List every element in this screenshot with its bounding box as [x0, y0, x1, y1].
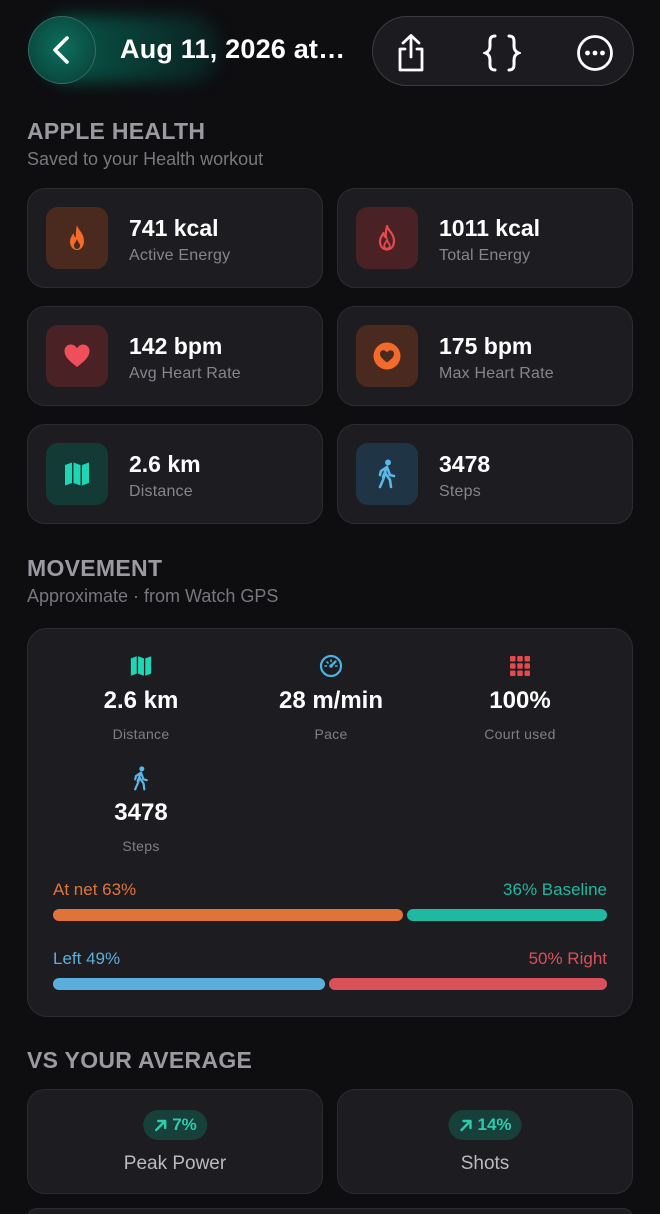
total-energy-icon-box: [356, 207, 418, 269]
movement-subtitle: Approximate · from Watch GPS: [27, 586, 279, 606]
right-side-label: 50% Right: [528, 949, 607, 968]
movement-distance-label: Distance: [112, 726, 170, 742]
baseline-label: 36% Baseline: [503, 880, 607, 899]
action-pill: [372, 16, 634, 86]
max-heart-rate-card: 175 bpm Max Heart Rate: [337, 306, 633, 406]
braces-icon: [483, 34, 521, 72]
movement-title: MOVEMENT: [27, 555, 163, 581]
speedometer-icon: [319, 654, 343, 678]
movement-steps-stat: 3478 Steps: [46, 765, 236, 854]
back-button[interactable]: [28, 16, 96, 84]
distance-label: Distance: [129, 483, 193, 500]
more-button[interactable]: [573, 31, 617, 75]
active-energy-icon-box: [46, 207, 108, 269]
active-energy-value: 741 kcal: [129, 215, 219, 241]
map-icon: [65, 462, 89, 486]
movement-steps-value: 3478: [114, 799, 168, 826]
arrow-up-right-icon: [460, 1119, 472, 1131]
more-icon: [577, 35, 613, 71]
at-net-label: At net 63%: [53, 880, 137, 899]
heart-icon: [64, 344, 90, 367]
avg-heart-rate-icon-box: [46, 325, 108, 387]
shots-delta-badge: 14%: [448, 1110, 522, 1140]
active-energy-label: Active Energy: [129, 247, 231, 264]
vs-average-title: VS YOUR AVERAGE: [27, 1047, 253, 1073]
total-energy-value: 1011 kcal: [439, 215, 541, 241]
steps-value: 3478: [439, 451, 491, 477]
distance-card: 2.6 km Distance: [27, 424, 323, 524]
movement-court-stat: 100% Court used: [425, 653, 615, 742]
steps-card: 3478 Steps: [337, 424, 633, 524]
next-card-peek: [27, 1208, 633, 1214]
baseline-bar: [407, 909, 607, 921]
max-heart-rate-label: Max Heart Rate: [439, 365, 554, 382]
shots-card: 14% Shots: [337, 1089, 633, 1194]
top-bar: Aug 11, 2026 at…: [0, 0, 660, 100]
total-energy-card: 1011 kcal Total Energy: [337, 188, 633, 288]
total-energy-label: Total Energy: [439, 247, 531, 264]
at-net-bar: [53, 909, 403, 921]
arrow-up-right-icon: [155, 1119, 167, 1131]
steps-label: Steps: [439, 483, 481, 500]
movement-pace-value: 28 m/min: [278, 687, 384, 714]
movement-pace-label: Pace: [314, 726, 348, 742]
avg-heart-rate-label: Avg Heart Rate: [129, 365, 241, 382]
movement-court-label: Court used: [484, 726, 556, 742]
peak-power-label: Peak Power: [123, 1153, 227, 1174]
movement-distance-stat: 2.6 km Distance: [46, 653, 236, 742]
avg-heart-rate-card: 142 bpm Avg Heart Rate: [27, 306, 323, 406]
shots-label: Shots: [460, 1153, 510, 1174]
right-side-bar: [329, 978, 607, 990]
apple-health-title: APPLE HEALTH: [27, 118, 206, 144]
movement-pace-stat: 28 m/min Pace: [236, 653, 426, 742]
distance-value: 2.6 km: [129, 451, 201, 477]
peak-power-delta: 7%: [172, 1115, 197, 1134]
flame-icon: [70, 225, 84, 250]
heart-circle-icon: [373, 342, 401, 370]
movement-panel: 2.6 km Distance 28 m/min Pace: [27, 628, 633, 1017]
movement-distance-value: 2.6 km: [103, 687, 179, 714]
left-side-bar: [53, 978, 326, 990]
grid-icon: [510, 656, 530, 676]
peak-power-card: 7% Peak Power: [27, 1089, 323, 1194]
shots-delta: 14%: [477, 1115, 512, 1134]
movement-steps-label: Steps: [122, 838, 160, 854]
max-heart-rate-value: 175 bpm: [439, 333, 533, 359]
steps-icon-box: [356, 443, 418, 505]
json-button[interactable]: [480, 31, 524, 75]
share-icon: [398, 34, 424, 72]
chevron-left-icon: [53, 36, 69, 64]
map-icon: [130, 656, 152, 676]
active-energy-card: 741 kcal Active Energy: [27, 188, 323, 288]
distance-icon-box: [46, 443, 108, 505]
apple-health-subtitle: Saved to your Health workout: [27, 149, 264, 169]
walking-icon: [378, 459, 396, 489]
avg-heart-rate-value: 142 bpm: [129, 333, 223, 359]
max-heart-rate-icon-box: [356, 325, 418, 387]
peak-power-delta-badge: 7%: [143, 1110, 207, 1140]
movement-court-value: 100%: [489, 687, 551, 714]
flame-outline-icon: [378, 224, 396, 251]
page-title: Aug 11, 2026 at…: [120, 34, 346, 64]
left-side-label: Left 49%: [53, 949, 121, 968]
walking-icon: [134, 765, 148, 790]
share-button[interactable]: [389, 31, 433, 75]
